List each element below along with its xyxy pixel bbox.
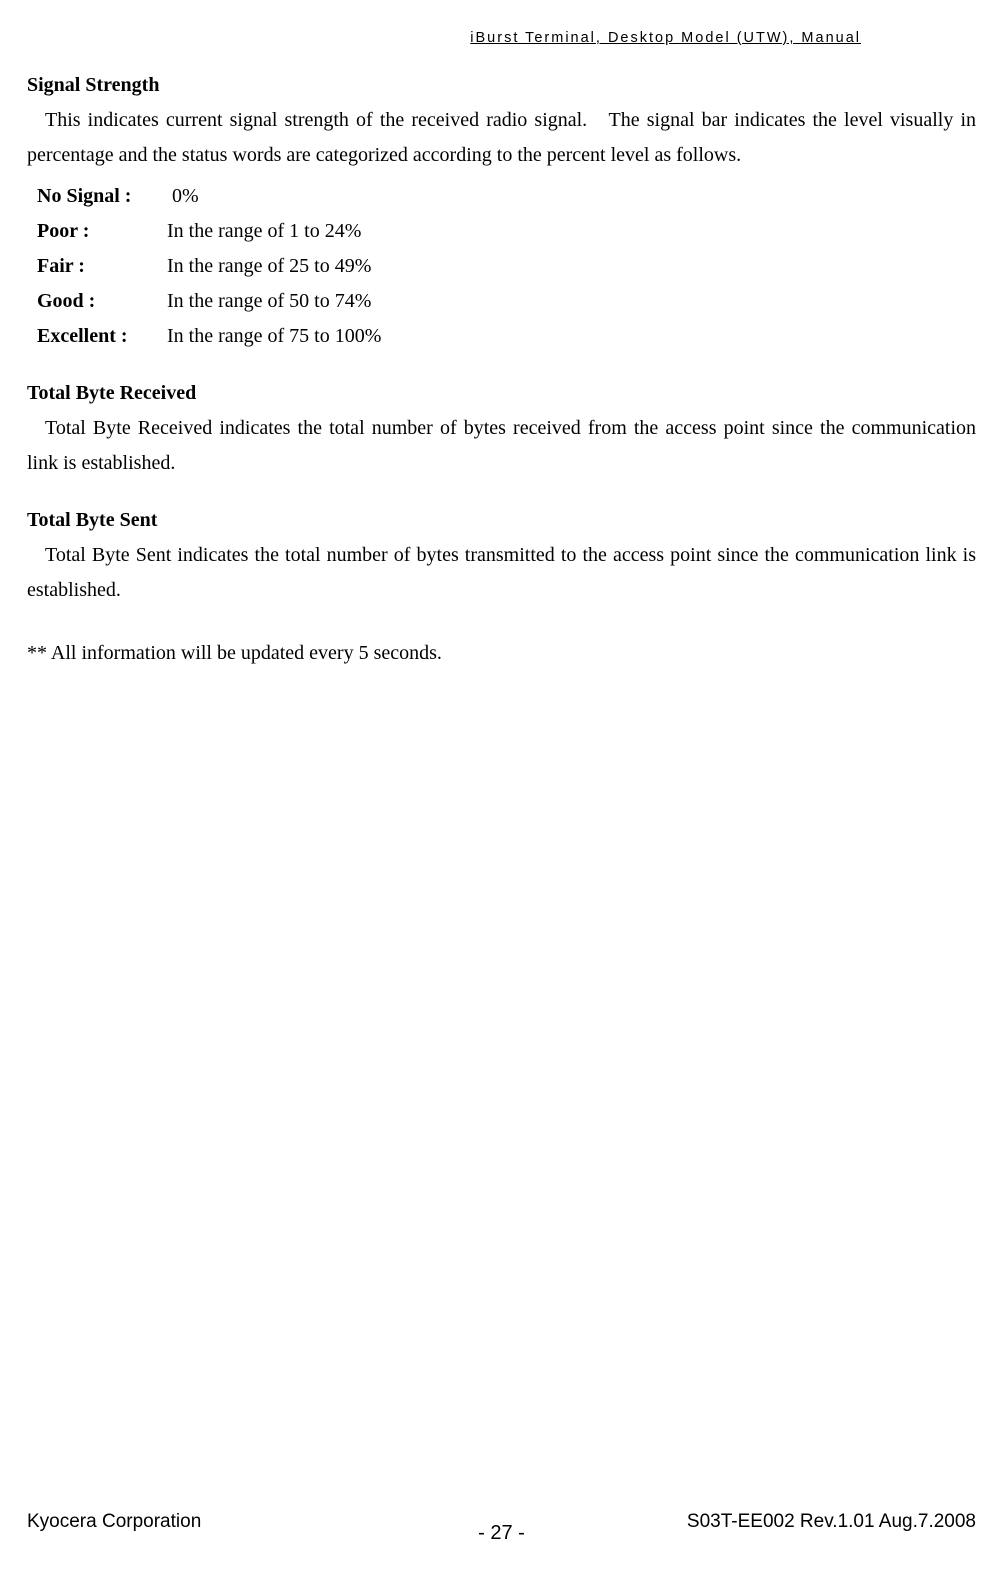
- heading-total-received: Total Byte Received: [27, 382, 976, 405]
- signal-range-row: Fair : In the range of 25 to 49%: [37, 249, 976, 284]
- range-value: In the range of 75 to 100%: [167, 319, 976, 354]
- note-update-interval: ** All information will be updated every…: [27, 636, 976, 671]
- range-label: Fair :: [37, 249, 167, 284]
- section-total-received: Total Byte Received Total Byte Received …: [27, 382, 976, 481]
- footer-revision: S03T-EE002 Rev.1.01 Aug.7.2008: [687, 1511, 976, 1533]
- signal-range-row: No Signal : 0%: [37, 179, 976, 214]
- heading-total-sent: Total Byte Sent: [27, 509, 976, 532]
- section-total-sent: Total Byte Sent Total Byte Sent indicate…: [27, 509, 976, 608]
- paragraph-total-received: Total Byte Received indicates the total …: [27, 411, 976, 481]
- range-label: Poor :: [37, 214, 167, 249]
- signal-range-row: Good : In the range of 50 to 74%: [37, 284, 976, 319]
- signal-range-row: Poor : In the range of 1 to 24%: [37, 214, 976, 249]
- footer-page-number: - 27 -: [478, 1522, 525, 1545]
- signal-range-table: No Signal : 0% Poor : In the range of 1 …: [37, 179, 976, 354]
- range-value: In the range of 1 to 24%: [167, 214, 976, 249]
- range-value: In the range of 25 to 49%: [167, 249, 976, 284]
- range-value: 0%: [167, 179, 976, 214]
- range-label: No Signal :: [37, 179, 167, 214]
- heading-signal-strength: Signal Strength: [27, 74, 976, 97]
- paragraph-signal-strength: This indicates current signal strength o…: [27, 103, 976, 173]
- page-header: iBurst Terminal, Desktop Model (UTW), Ma…: [27, 30, 976, 46]
- header-title: iBurst Terminal, Desktop Model (UTW), Ma…: [470, 30, 861, 46]
- page-footer: Kyocera Corporation - 27 - S03T-EE002 Re…: [27, 1511, 976, 1533]
- signal-range-row: Excellent : In the range of 75 to 100%: [37, 319, 976, 354]
- section-signal-strength: Signal Strength This indicates current s…: [27, 74, 976, 354]
- paragraph-total-sent: Total Byte Sent indicates the total numb…: [27, 538, 976, 608]
- footer-company: Kyocera Corporation: [27, 1511, 201, 1533]
- range-value: In the range of 50 to 74%: [167, 284, 976, 319]
- range-label: Good :: [37, 284, 167, 319]
- range-label: Excellent :: [37, 319, 167, 354]
